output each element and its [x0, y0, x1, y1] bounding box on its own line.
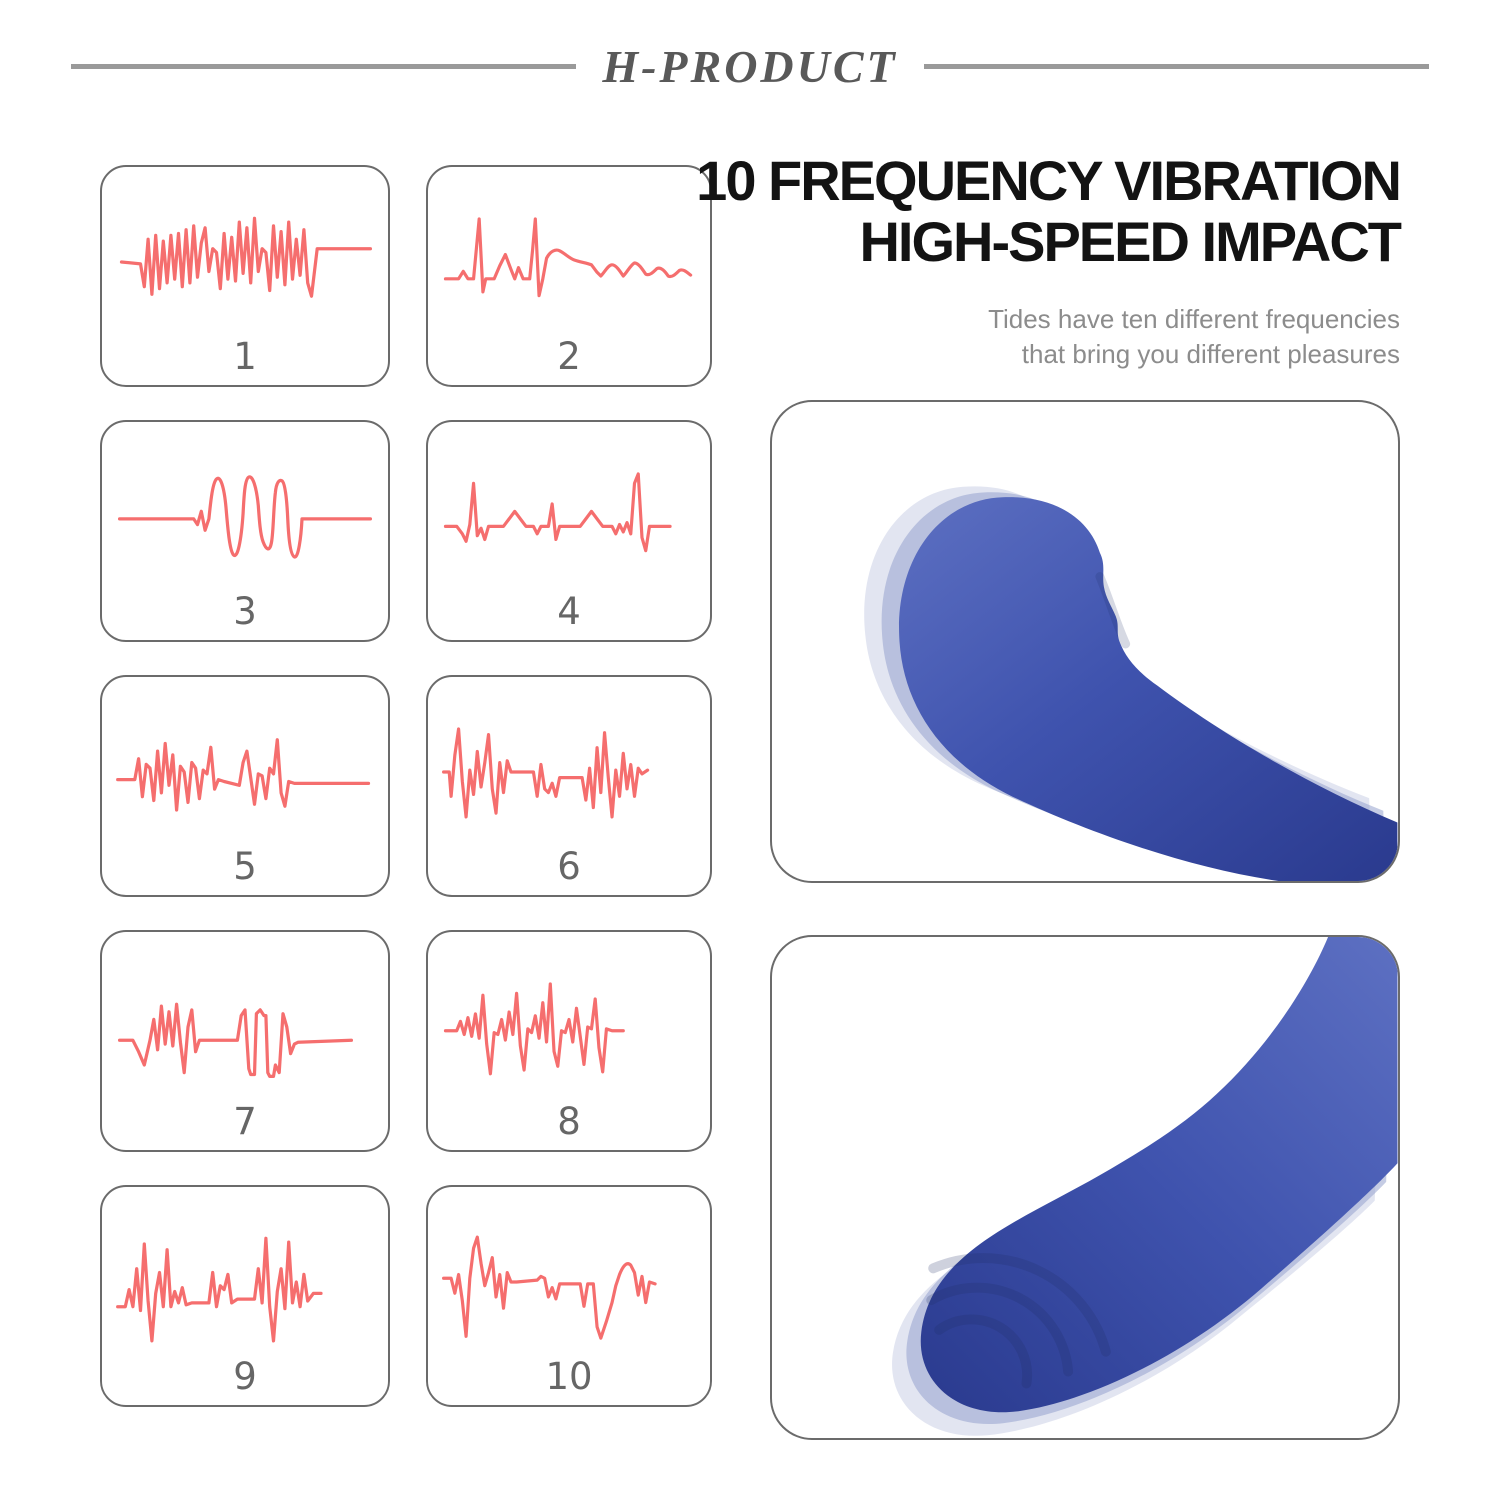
vibrating-wand-down-illustration	[889, 937, 1398, 1438]
waveform-icon	[119, 216, 373, 298]
product-image-bottom	[770, 935, 1400, 1440]
waveform-icon	[117, 475, 373, 559]
waveform-icon	[116, 1236, 323, 1343]
hero-title-line1: 10 FREQUENCY VIBRATION	[696, 149, 1402, 212]
header-line-right	[923, 63, 1429, 69]
frequency-card-3: 3	[100, 420, 390, 642]
hero-subtitle: Tides have ten different frequencies tha…	[696, 302, 1400, 372]
frequency-number: 2	[557, 335, 581, 378]
frequency-number: 8	[557, 1100, 581, 1143]
frequency-number: 1	[233, 335, 257, 378]
hero-subtitle-line1: Tides have ten different frequencies	[988, 304, 1400, 335]
frequency-number: 3	[233, 590, 257, 633]
vibrating-wand-up-illustration	[859, 472, 1398, 881]
frequency-number: 6	[557, 845, 581, 888]
head-ripple-ridges	[926, 1253, 1111, 1389]
waveform-icon	[442, 1235, 657, 1340]
frequency-number: 9	[233, 1355, 257, 1398]
hero-title: 10 FREQUENCY VIBRATION HIGH-SPEED IMPACT	[696, 149, 1402, 274]
waveform-icon	[117, 1002, 354, 1079]
wand-ridge-shading	[1095, 572, 1131, 649]
waveform-icon	[443, 472, 672, 553]
page-header: H-PRODUCT	[0, 36, 1500, 96]
frequency-card-2: 2	[426, 165, 712, 387]
frequency-number: 4	[557, 590, 581, 633]
waveform-icon	[443, 217, 693, 298]
waveform-icon	[443, 982, 625, 1076]
header-line-left	[71, 63, 577, 69]
product-image-top	[770, 400, 1400, 883]
frequency-card-10: 10	[426, 1185, 712, 1407]
wand-body	[899, 497, 1398, 881]
frequency-number: 5	[233, 845, 257, 888]
waveform-icon	[442, 727, 650, 819]
frequency-card-9: 9	[100, 1185, 390, 1407]
frequency-card-1: 1	[100, 165, 390, 387]
frequency-card-4: 4	[426, 420, 712, 642]
frequency-card-6: 6	[426, 675, 712, 897]
hero-title-line2: HIGH-SPEED IMPACT	[859, 210, 1402, 274]
hero-subtitle-line2: that bring you different pleasures	[1021, 339, 1400, 370]
frequency-card-7: 7	[100, 930, 390, 1152]
frequency-card-5: 5	[100, 675, 390, 897]
frequency-card-8: 8	[426, 930, 712, 1152]
page-title: H-PRODUCT	[602, 40, 898, 92]
frequency-pattern-grid: 1 2 3 4 5 6 7 8 9 10	[100, 165, 712, 1407]
hero-text-block: 10 FREQUENCY VIBRATION HIGH-SPEED IMPACT…	[696, 149, 1402, 372]
wand-body	[920, 937, 1398, 1413]
frequency-number: 7	[233, 1100, 257, 1143]
waveform-icon	[116, 738, 371, 812]
frequency-number: 10	[545, 1355, 593, 1398]
